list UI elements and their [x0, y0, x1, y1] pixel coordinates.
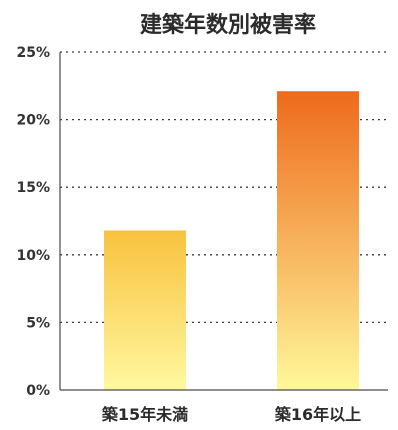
y-tick-label: 15% — [16, 180, 50, 196]
y-tick-labels: 0% 5% 10% 15% 20% 25% — [16, 45, 50, 399]
y-tick-label: 20% — [16, 113, 50, 129]
y-tick-label: 25% — [16, 45, 50, 61]
y-tick-label: 10% — [16, 248, 50, 264]
axes — [59, 52, 388, 391]
chart-title: 建築年数別被害率 — [140, 12, 316, 38]
bars — [104, 91, 359, 390]
y-tick-label: 5% — [26, 315, 50, 331]
x-category-labels: 築15年未満 築16年以上 — [101, 405, 361, 424]
x-category-label: 築15年未満 — [101, 405, 188, 424]
bar-1 — [104, 230, 186, 390]
bar-2 — [277, 91, 359, 390]
y-tick-label: 0% — [26, 383, 50, 399]
x-category-label: 築16年以上 — [274, 405, 361, 424]
